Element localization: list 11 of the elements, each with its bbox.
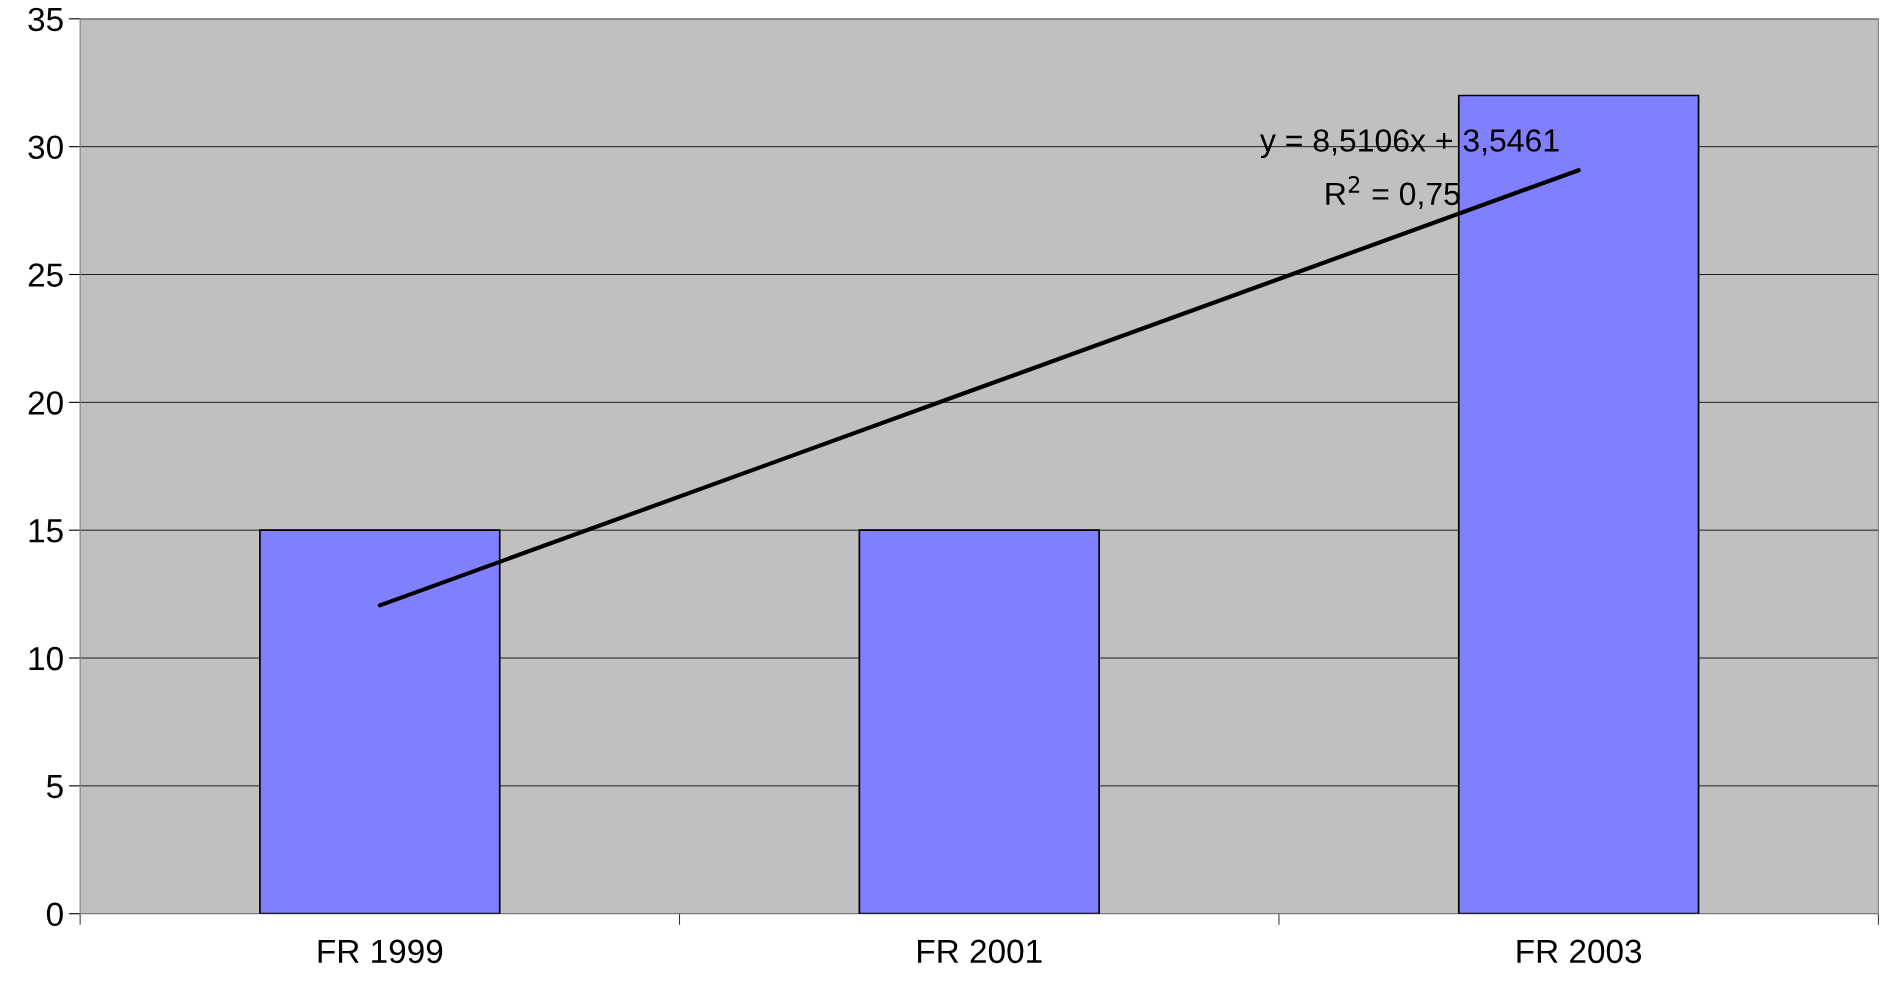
y-tick-label: 15 xyxy=(29,519,63,543)
y-tick-label: 10 xyxy=(29,646,63,671)
y-tick-label: 20 xyxy=(28,391,63,415)
y-tick-label: 5 xyxy=(46,775,63,799)
y-tick-label: 30 xyxy=(28,135,63,160)
y-tick-label: 0 xyxy=(46,902,63,927)
y-tick-label: 25 xyxy=(28,263,63,287)
x-tick-label: FR 2001 xyxy=(918,939,1042,964)
y-tick-label: 35 xyxy=(28,7,63,32)
x-tick-label: FR 1999 xyxy=(318,939,443,964)
x-tick-label: FR 2003 xyxy=(1517,939,1642,964)
